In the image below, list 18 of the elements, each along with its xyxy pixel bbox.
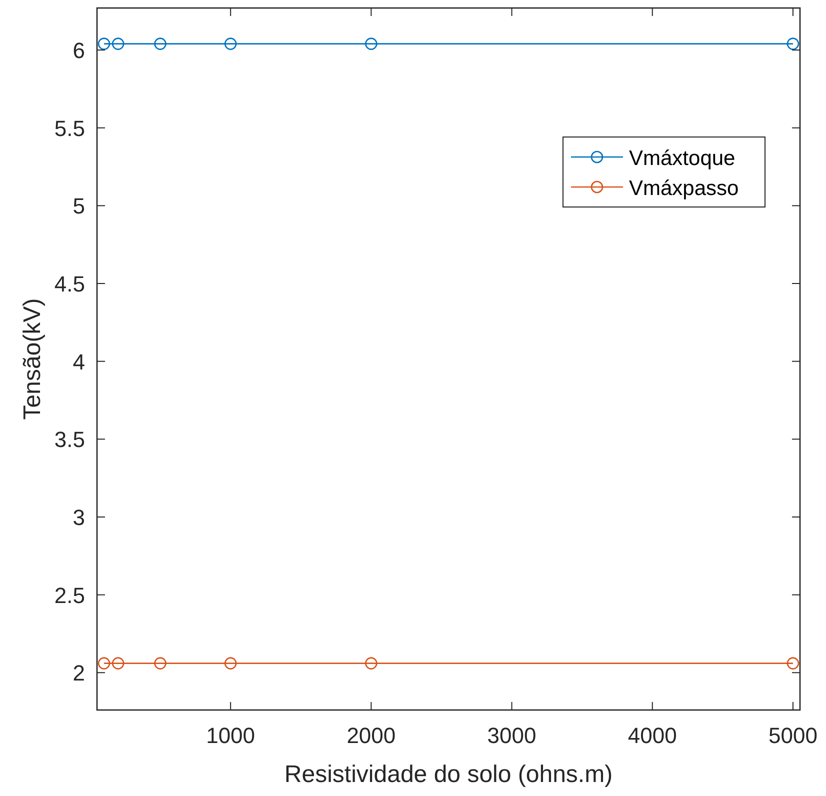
x-axis-title: Resistividade do solo (ohns.m) xyxy=(284,761,613,788)
x-tick-label: 2000 xyxy=(346,723,396,748)
y-tick-label: 4 xyxy=(72,349,85,374)
legend-label: Vmáxtoque xyxy=(629,147,736,170)
y-tick-label: 5.5 xyxy=(54,116,85,141)
y-tick-label: 3.5 xyxy=(54,427,85,452)
x-tick-label: 3000 xyxy=(487,723,536,748)
y-tick-label: 6 xyxy=(72,38,85,64)
y-axis-title: Tensão(kV) xyxy=(19,298,46,420)
x-tick-label: 1000 xyxy=(206,723,256,748)
x-tick-label: 4000 xyxy=(628,723,677,748)
y-tick-label: 5 xyxy=(72,194,85,219)
y-tick-label: 3 xyxy=(72,504,85,530)
y-tick-label: 2.5 xyxy=(54,582,85,608)
y-tick-label: 4.5 xyxy=(54,272,85,297)
legend-label: Vmáxpasso xyxy=(629,177,739,200)
y-tick-label: 2 xyxy=(72,660,85,686)
x-tick-label: 5000 xyxy=(768,723,818,748)
